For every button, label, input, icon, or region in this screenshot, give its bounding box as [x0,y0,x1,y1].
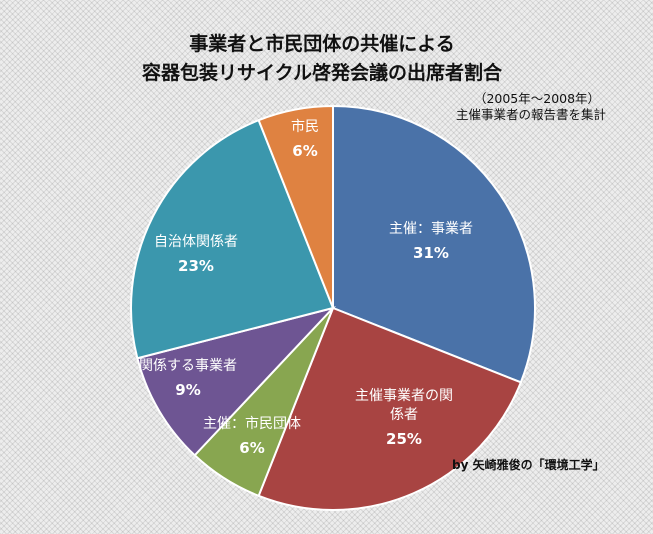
slice-label-1-line-1: 係者 [390,407,418,423]
slice-label-3-line-0: 関係する事業者 [139,358,237,374]
slice-value-label-3: 9% [175,381,200,399]
pie-slice-4 [130,118,335,360]
slice-label-2-line-0: 主催：市民団体 [203,415,301,432]
pie-slice-0 [332,104,536,384]
slice-value-label-2: 6% [239,439,264,457]
chart-title-line-1: 事業者と市民団体の共催による [189,32,454,55]
pie-slices [130,104,536,511]
pie-slice-1 [257,306,523,511]
slice-label-5-line-0: 市民 [291,118,319,135]
chart-title-line-2: 容器包装リサイクル啓発会議の出席者割合 [142,61,503,84]
slice-label-1-line-0: 主催事業者の関 [355,388,453,404]
slice-label-0-line-0: 主催：事業者 [389,221,473,237]
chart-subtitle-source: 主催事業者の報告書を集計 [456,107,606,122]
pie-slice-5 [257,104,334,309]
slice-value-label-1: 25% [386,430,422,448]
slice-label-4-line-0: 自治体関係者 [154,234,238,250]
slice-value-label-0: 31% [413,244,449,262]
slice-value-label-4: 23% [178,257,214,275]
slice-value-label-5: 6% [292,142,317,160]
chart-subtitle-period: （2005年～2008年） [474,91,600,106]
author-credit: by 矢崎雅俊の「環境工学」 [452,457,605,472]
pie-slice-3 [136,306,337,457]
